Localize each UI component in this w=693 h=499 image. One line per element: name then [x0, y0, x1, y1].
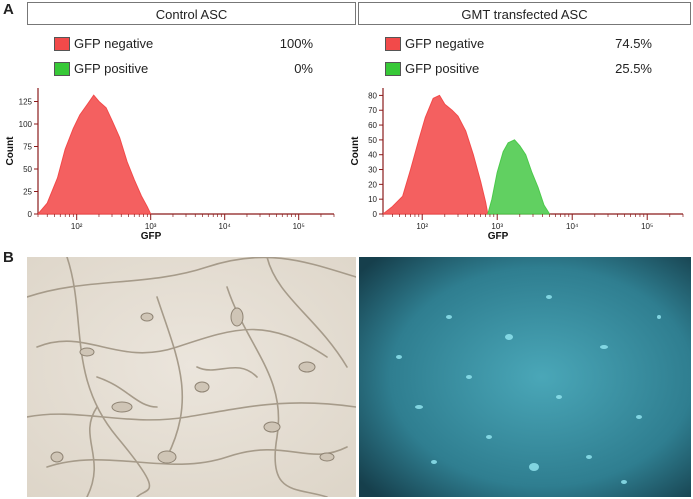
y-tick-label: 125: [19, 98, 33, 107]
legend-label: GFP positive: [405, 61, 480, 76]
y-axis-label: Count: [5, 136, 16, 166]
y-tick-label: 70: [368, 106, 377, 115]
legend-label: GFP negative: [74, 36, 154, 51]
y-tick-label: 75: [23, 143, 32, 152]
x-axis-label: GFP: [488, 231, 509, 242]
negative-swatch: [54, 36, 70, 51]
y-tick-label: 100: [19, 120, 33, 129]
x-tick-label: 10²: [416, 222, 428, 231]
positive-swatch: [54, 61, 70, 76]
histogram-gmt: 0 10 20 30 40 50 60 70 80 10² 10³ 10⁴ 10⁵ GFP Count: [350, 88, 684, 242]
x-tick-label: 10⁵: [293, 222, 305, 231]
y-tick-label: 80: [368, 91, 377, 100]
x-tick-label: 10³: [491, 222, 503, 231]
positive-swatch: [385, 61, 401, 76]
x-axis-label: GFP: [141, 231, 162, 242]
negative-swatch: [385, 36, 401, 51]
y-tick-label: 0: [28, 210, 33, 219]
legend-label: GFP positive: [74, 61, 149, 76]
x-tick-label: 10²: [71, 222, 83, 231]
legend-pct: 100%: [279, 36, 313, 51]
y-tick-label: 50: [23, 165, 32, 174]
series-area-0: [381, 94, 489, 215]
y-tick-label: 40: [368, 151, 377, 160]
y-tick-label: 25: [23, 188, 32, 197]
y-tick-label: 20: [368, 180, 377, 189]
legend-positive-1: GFP positive: [54, 61, 148, 76]
legend-pct: 25.5%: [615, 61, 652, 76]
chart-1-title: Control ASC: [27, 2, 356, 25]
y-tick-label: 10: [368, 195, 377, 204]
y-axis-label: Count: [350, 136, 361, 166]
y-tick-label: 0: [373, 210, 378, 219]
y-tick-label: 60: [368, 121, 377, 130]
y-tick-label: 30: [368, 166, 377, 175]
legend-label: GFP negative: [405, 36, 485, 51]
chart-2-title: GMT transfected ASC: [358, 2, 691, 25]
legend-positive-2: GFP positive: [385, 61, 479, 76]
legend-pct: 0%: [294, 61, 313, 76]
panel-a-label: A: [3, 1, 14, 18]
y-tick-label: 50: [368, 136, 377, 145]
series-area-1: [487, 139, 551, 215]
legend-negative-1: GFP negative: [54, 36, 153, 51]
fluorescence-micrograph: [359, 257, 691, 497]
histogram-control: 0 25 50 75 100 125 10² 10³ 10⁴ 10⁵ GFP Count: [5, 88, 335, 242]
series-area-0: [36, 94, 152, 215]
x-tick-label: 10⁴: [219, 222, 232, 231]
panel-b-label: B: [3, 249, 14, 266]
legend-negative-2: GFP negative: [385, 36, 484, 51]
brightfield-micrograph: [27, 257, 356, 497]
legend-pct: 74.5%: [615, 36, 652, 51]
x-tick-label: 10⁵: [641, 222, 653, 231]
x-tick-label: 10⁴: [566, 222, 579, 231]
x-tick-label: 10³: [145, 222, 157, 231]
